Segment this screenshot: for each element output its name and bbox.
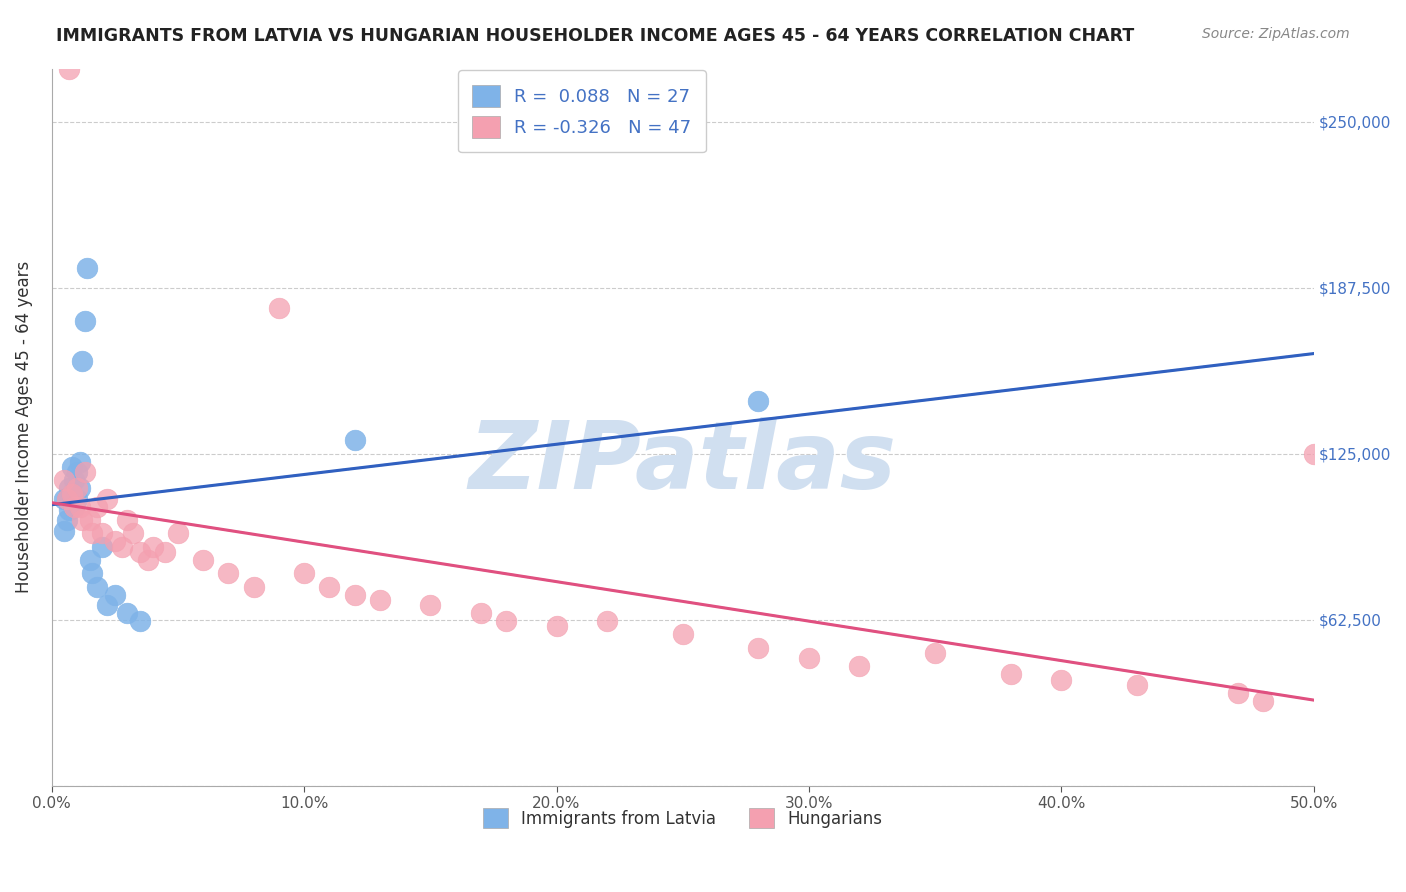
Point: [193, 553, 215, 567]
Text: Source: ZipAtlas.com: Source: ZipAtlas.com: [1202, 27, 1350, 41]
Point: [104, 534, 127, 549]
Point: [70, 513, 93, 527]
Point: [58, 502, 80, 516]
Point: [1302, 447, 1324, 461]
Point: [76, 260, 98, 275]
Point: [53, 524, 76, 538]
Point: [217, 566, 239, 581]
Point: [267, 301, 290, 315]
Point: [53, 473, 76, 487]
Point: [167, 526, 190, 541]
Point: [91, 540, 114, 554]
Point: [66, 481, 89, 495]
Y-axis label: Householder Income Ages 45 - 64 years: Householder Income Ages 45 - 64 years: [15, 261, 32, 593]
Point: [111, 540, 134, 554]
Point: [73, 314, 96, 328]
Point: [797, 651, 820, 665]
Point: [1126, 678, 1149, 692]
Point: [368, 592, 391, 607]
Point: [747, 640, 769, 655]
Point: [104, 587, 127, 601]
Point: [129, 545, 152, 559]
Point: [343, 587, 366, 601]
Point: [82, 526, 104, 541]
Point: [60, 460, 83, 475]
Point: [129, 614, 152, 628]
Point: [242, 580, 264, 594]
Point: [58, 62, 80, 76]
Point: [79, 553, 101, 567]
Point: [86, 500, 108, 514]
Point: [56, 513, 79, 527]
Point: [96, 598, 118, 612]
Point: [56, 491, 79, 506]
Point: [470, 606, 492, 620]
Point: [63, 473, 86, 487]
Point: [318, 580, 340, 594]
Point: [53, 491, 76, 506]
Point: [495, 614, 517, 628]
Text: ZIPatlas: ZIPatlas: [468, 417, 897, 509]
Point: [69, 455, 91, 469]
Point: [292, 566, 315, 581]
Point: [121, 526, 143, 541]
Point: [79, 513, 101, 527]
Point: [419, 598, 441, 612]
Point: [136, 553, 159, 567]
Point: [63, 500, 86, 514]
Point: [63, 500, 86, 514]
Point: [1251, 694, 1274, 708]
Point: [56, 491, 79, 506]
Point: [142, 540, 165, 554]
Point: [117, 606, 139, 620]
Point: [848, 659, 870, 673]
Point: [66, 466, 89, 480]
Point: [70, 353, 93, 368]
Point: [86, 580, 108, 594]
Point: [672, 627, 695, 641]
Text: IMMIGRANTS FROM LATVIA VS HUNGARIAN HOUSEHOLDER INCOME AGES 45 - 64 YEARS CORREL: IMMIGRANTS FROM LATVIA VS HUNGARIAN HOUS…: [56, 27, 1135, 45]
Point: [60, 486, 83, 500]
Point: [343, 434, 366, 448]
Point: [69, 500, 91, 514]
Point: [546, 619, 568, 633]
Point: [596, 614, 619, 628]
Point: [924, 646, 946, 660]
Point: [1227, 686, 1250, 700]
Point: [1050, 673, 1073, 687]
Point: [747, 393, 769, 408]
Point: [96, 491, 118, 506]
Point: [82, 566, 104, 581]
Point: [69, 481, 91, 495]
Point: [117, 513, 139, 527]
Point: [73, 466, 96, 480]
Point: [60, 486, 83, 500]
Point: [155, 545, 177, 559]
Point: [66, 491, 89, 506]
Point: [91, 526, 114, 541]
Point: [1000, 667, 1022, 681]
Point: [58, 481, 80, 495]
Legend: Immigrants from Latvia, Hungarians: Immigrants from Latvia, Hungarians: [477, 801, 890, 835]
